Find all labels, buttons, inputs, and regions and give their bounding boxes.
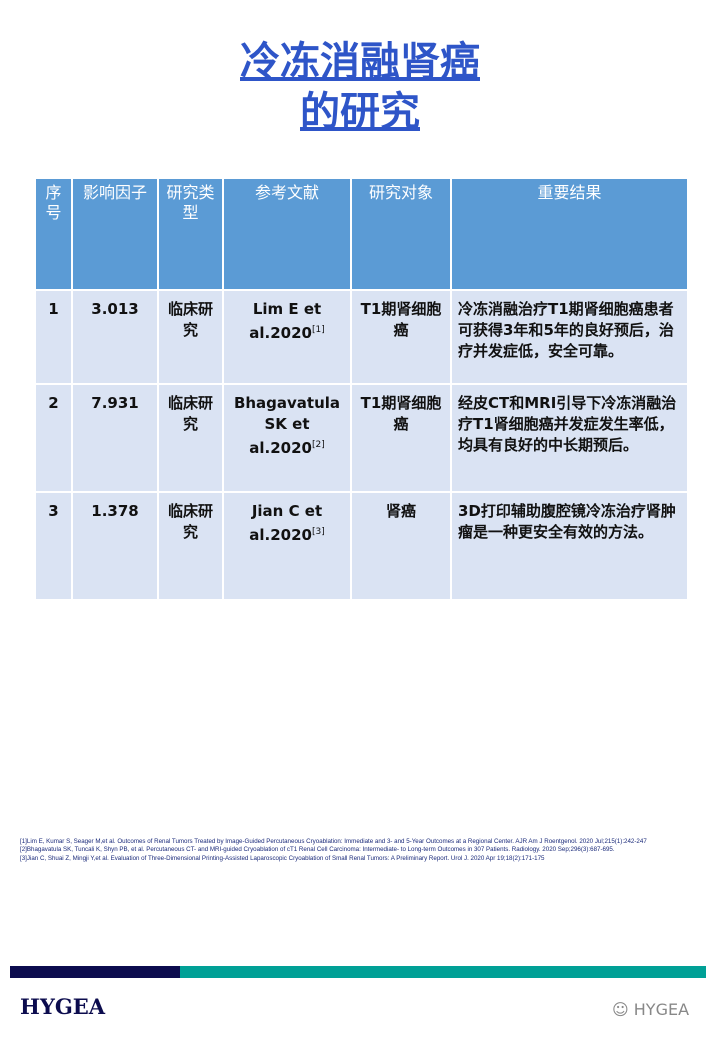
cell-type: 临床研究 — [157, 491, 224, 601]
cell-type: 临床研究 — [157, 289, 224, 385]
ref-sup: [1] — [311, 325, 325, 335]
ref-sup: [2] — [311, 440, 325, 450]
table-row: 2 7.931 临床研究 Bhagavatula SK et al.2020[2… — [34, 383, 689, 493]
cell-subject: T1期肾细胞癌 — [350, 383, 452, 493]
ref-text: Jian C et al.2020 — [249, 502, 323, 544]
reference-3: [3]Jian C, Shuai Z, Mingji Y,et al. Eval… — [20, 854, 545, 862]
ref-text: Lim E et al.2020 — [249, 300, 322, 342]
cell-no: 1 — [34, 289, 73, 385]
cell-no: 3 — [34, 491, 73, 601]
ref-sup: [3] — [311, 527, 325, 537]
references: [1]Lim E, Kumar S, Seager M,et al. Outco… — [20, 838, 720, 863]
cell-ref: Jian C et al.2020[3] — [222, 491, 352, 601]
cell-ref: Lim E et al.2020[1] — [222, 289, 352, 385]
table-header-row: 序号 影响因子 研究类型 参考文献 研究对象 重要结果 — [34, 177, 689, 291]
header-study-type: 研究类型 — [157, 177, 224, 291]
cell-if: 3.013 — [71, 289, 159, 385]
cell-ref: Bhagavatula SK et al.2020[2] — [222, 383, 352, 493]
header-impact-factor: 影响因子 — [71, 177, 159, 291]
table-row: 3 1.378 临床研究 Jian C et al.2020[3] 肾癌 3D打… — [34, 491, 689, 601]
studies-table: 序号 影响因子 研究类型 参考文献 研究对象 重要结果 1 3.013 临床研究… — [34, 177, 689, 601]
cell-subject: T1期肾细胞癌 — [350, 289, 452, 385]
cell-subject: 肾癌 — [350, 491, 452, 601]
header-subject: 研究对象 — [350, 177, 452, 291]
wechat-icon: ☺ — [612, 1000, 634, 1019]
footer-bar-navy — [10, 966, 180, 978]
cell-result: 3D打印辅助腹腔镜冷冻治疗肾肿瘤是一种更安全有效的方法。 — [450, 491, 689, 601]
ref-text: Bhagavatula SK et al.2020 — [233, 394, 341, 457]
header-reference: 参考文献 — [222, 177, 352, 291]
cell-result: 经皮CT和MRI引导下冷冻消融治疗T1肾细胞癌并发症发生率低，均具有良好的中长期… — [450, 383, 689, 493]
header-result: 重要结果 — [450, 177, 689, 291]
hygea-logo: HYGEA — [20, 994, 106, 1019]
cell-if: 1.378 — [71, 491, 159, 601]
cell-type: 临床研究 — [157, 383, 224, 493]
watermark-text: HYGEA — [633, 1000, 690, 1019]
title-line-2: 的研究 — [300, 89, 420, 135]
header-no: 序号 — [34, 177, 73, 291]
reference-1: [1]Lim E, Kumar S, Seager M,et al. Outco… — [20, 838, 647, 845]
cell-if: 7.931 — [71, 383, 159, 493]
reference-2: [2]Bhagavatula SK, Tuncali K, Shyn PB, e… — [20, 846, 615, 854]
title-line-1: 冷冻消融肾癌 — [240, 39, 480, 85]
table-row: 1 3.013 临床研究 Lim E et al.2020[1] T1期肾细胞癌… — [34, 289, 689, 385]
cell-result: 冷冻消融治疗T1期肾细胞癌患者可获得3年和5年的良好预后，治疗并发症低，安全可靠… — [450, 289, 689, 385]
cell-no: 2 — [34, 383, 73, 493]
footer-bar-teal — [180, 966, 706, 978]
watermark: ☺ HYGEA — [612, 1000, 689, 1019]
